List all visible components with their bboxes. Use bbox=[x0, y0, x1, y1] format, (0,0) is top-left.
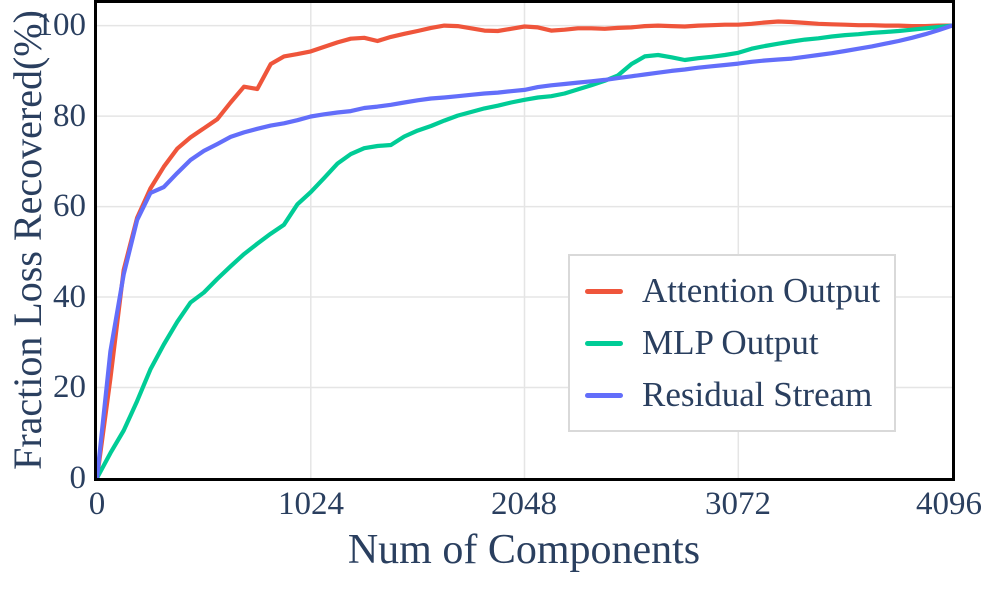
legend-entry-residual-stream: Residual Stream bbox=[570, 376, 894, 414]
x-tick-3072: 3072 bbox=[705, 486, 771, 522]
x-tick-0: 0 bbox=[88, 486, 106, 522]
x-tick-4096: 4096 bbox=[916, 486, 982, 522]
x-tick-2048: 2048 bbox=[491, 486, 557, 522]
legend-label: Attention Output bbox=[642, 271, 881, 310]
legend-entry-mlp-output: MLP Output bbox=[570, 324, 894, 362]
series-line-mlp-output bbox=[94, 23, 955, 481]
series-line-residual-stream bbox=[94, 23, 955, 481]
y-tick-40: 40 bbox=[53, 279, 86, 315]
x-axis-title: Num of Components bbox=[347, 527, 701, 573]
series-line-attention-output bbox=[94, 19, 955, 481]
legend-label: Residual Stream bbox=[642, 375, 873, 414]
y-tick-60: 60 bbox=[53, 188, 86, 224]
y-tick-80: 80 bbox=[53, 98, 86, 134]
data-series-lines bbox=[94, 19, 955, 481]
legend-entry-attention-output: Attention Output bbox=[570, 272, 894, 310]
plot-frame bbox=[94, 0, 955, 481]
y-tick-100: 100 bbox=[36, 7, 87, 43]
mlp-output-line-swatch bbox=[585, 340, 623, 346]
residual-stream-line-swatch bbox=[585, 392, 623, 398]
attention-output-line-swatch bbox=[585, 288, 623, 294]
y-tick-0: 0 bbox=[69, 460, 87, 496]
legend-label: MLP Output bbox=[642, 323, 819, 362]
y-axis-title: Fraction Loss Recovered(%) bbox=[5, 10, 50, 470]
x-tick-1024: 1024 bbox=[278, 486, 344, 522]
legend-box: Attention Output MLP Output Residual Str… bbox=[568, 254, 896, 432]
y-tick-20: 20 bbox=[53, 369, 86, 405]
